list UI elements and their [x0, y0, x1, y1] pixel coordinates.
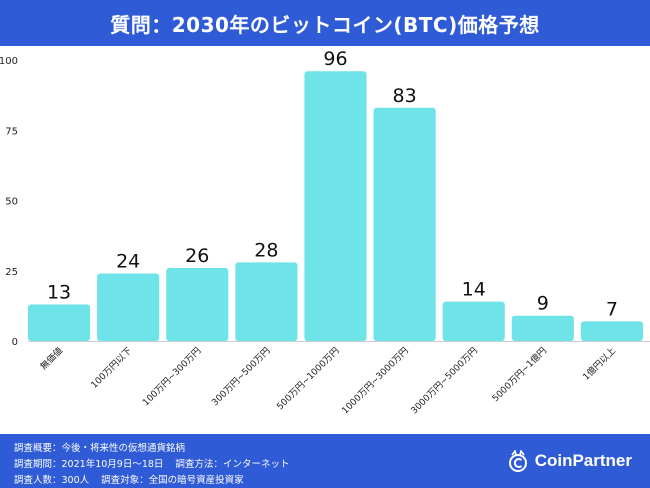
bar-value-label: 13	[47, 281, 71, 303]
bar-value-label: 24	[116, 251, 140, 273]
bar-value-label: 9	[537, 293, 549, 315]
y-tick-label: 0	[12, 337, 18, 348]
y-tick-label: 25	[5, 267, 18, 278]
survey-respondents: 調査人数：300人 調査対象：全国の暗号資産投資家	[14, 475, 244, 486]
x-category-label: 1億円以上	[580, 345, 618, 383]
bar	[580, 321, 643, 341]
bar	[442, 301, 505, 341]
x-category-label: 3000万円~5000万円	[409, 345, 480, 416]
bar	[304, 71, 367, 342]
x-category-label: 1000万円~3000万円	[340, 345, 411, 416]
x-category-label: 無価値	[38, 345, 66, 373]
bar	[511, 315, 574, 341]
bar-value-label: 26	[185, 245, 209, 267]
bar-value-label: 83	[393, 85, 417, 107]
bar	[235, 262, 298, 341]
bar-value-label: 7	[606, 298, 618, 320]
x-category-label: 300万円~500万円	[210, 345, 273, 408]
bar-chart: 0 25 50 75 100 13 無価値 24 100万円以下 26 100万円~300万円 28 3…	[0, 48, 650, 416]
coin-partner-logo-icon	[508, 450, 527, 472]
bar	[97, 273, 160, 341]
brand-logo: CoinPartner	[507, 450, 632, 472]
bar-value-label: 14	[462, 279, 486, 301]
bar	[28, 304, 91, 341]
page-title: 質問：2030年のビットコイン(BTC)価格予想	[110, 12, 540, 37]
y-tick-label: 75	[5, 126, 18, 137]
x-category-label: 100万円~300万円	[141, 345, 204, 408]
brand-name: CoinPartner	[534, 451, 632, 470]
x-category-label: 5000万円~1億円	[489, 345, 549, 405]
survey-period: 調査期間：2021年10月9日～18日 調査方法：インターネット	[14, 459, 290, 470]
bar	[373, 107, 436, 341]
x-category-label: 100万円以下	[89, 345, 134, 390]
y-tick-label: 50	[5, 197, 18, 208]
footer-banner: 調査概要：今後・将来性の仮想通貨銘柄 調査期間：2021年10月9日～18日 調査…	[0, 434, 650, 488]
survey-overview: 調査概要：今後・将来性の仮想通貨銘柄	[14, 443, 186, 454]
header-banner: 質問：2030年のビットコイン(BTC)価格予想	[0, 0, 650, 46]
bar-value-label: 96	[323, 48, 347, 70]
bar-value-label: 28	[254, 239, 278, 261]
y-tick-label: 100	[0, 56, 18, 67]
bar	[166, 267, 229, 341]
x-category-label: 500万円~1000万円	[275, 345, 342, 412]
